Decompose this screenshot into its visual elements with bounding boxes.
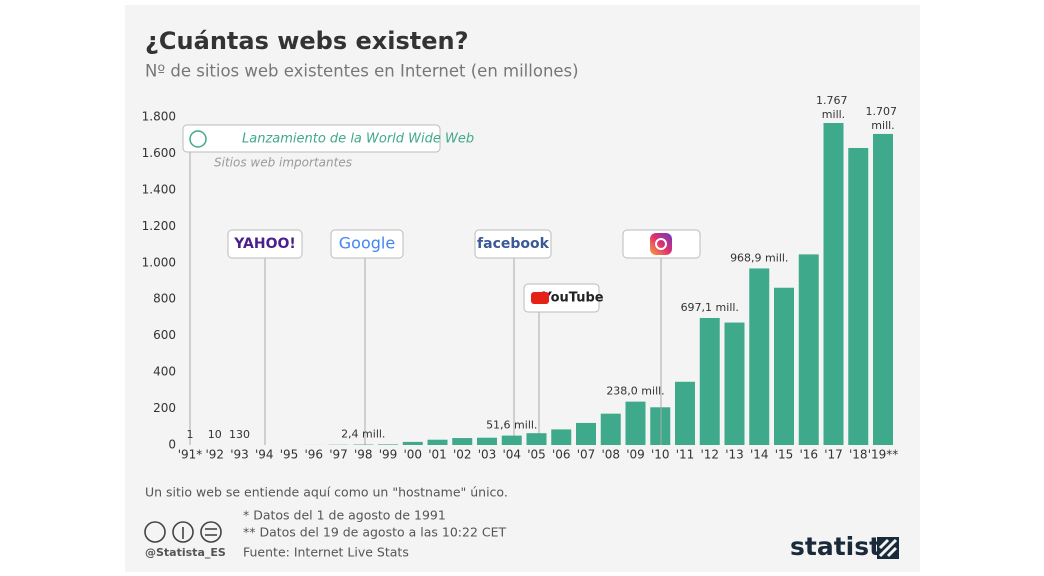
x-tick-label: '91* <box>178 448 203 462</box>
x-tick-label: '10 <box>651 448 670 462</box>
y-tick-label: 600 <box>153 328 176 342</box>
y-tick-label: 1.400 <box>142 182 176 196</box>
bar <box>873 133 893 446</box>
annotations: Lanzamiento de la World Wide Web Sitios w… <box>182 124 604 445</box>
annotation-box <box>523 283 600 313</box>
bar <box>823 123 844 445</box>
x-tick-label: '02 <box>453 448 472 462</box>
value-label: 1.767 mill. <box>816 94 851 121</box>
bar <box>625 401 646 445</box>
annotation-box <box>474 229 552 259</box>
note: * Datos del 1 de agosto de 1991 <box>243 508 446 523</box>
handle: @Statista_ES <box>145 546 226 559</box>
x-tick-label: '05 <box>527 448 546 462</box>
annotation-box <box>227 229 303 259</box>
bar <box>774 287 794 445</box>
footnote: Un sitio web se entiende aquí como un "h… <box>145 485 508 500</box>
bar <box>477 437 497 445</box>
x-tick-label: '08 <box>601 448 620 462</box>
bar <box>501 435 522 445</box>
x-tick-label: '01 <box>428 448 447 462</box>
y-tick-label: 1.800 <box>142 110 176 124</box>
x-tick-label: '03 <box>478 448 497 462</box>
x-tick-label: '19** <box>868 448 899 462</box>
bar <box>650 407 671 445</box>
youtube-icon <box>531 292 549 304</box>
x-tick-label: '11 <box>676 448 695 462</box>
x-tick-label: '16 <box>799 448 818 462</box>
bar <box>402 441 423 445</box>
bar <box>749 268 770 445</box>
annotation-box <box>182 124 441 153</box>
annotation-box <box>330 229 404 259</box>
value-label: 2,4 mill. <box>341 428 385 441</box>
plot: 0 200 400 600 800 1.000 1.200 1.400 1.600 1.800 '9… <box>142 94 901 461</box>
www-icon <box>189 130 207 148</box>
x-tick-label: '96 <box>304 448 323 462</box>
instagram-icon <box>650 233 672 255</box>
bar <box>848 147 869 445</box>
x-tick-label: '17 <box>824 448 843 462</box>
x-tick-label: '18 <box>849 448 868 462</box>
license-icons <box>144 521 222 543</box>
x-tick-label: '13 <box>725 448 744 462</box>
y-tick-label: 800 <box>153 292 176 306</box>
bar <box>427 439 448 445</box>
value-label: 1.707 mill. <box>866 105 901 132</box>
bar <box>600 413 621 445</box>
x-tick-label: '14 <box>750 448 769 462</box>
bar <box>526 433 547 445</box>
y-tick-label: 0 <box>168 438 176 452</box>
bar <box>699 317 720 445</box>
x-tick-label: '97 <box>329 448 348 462</box>
brand-icon <box>878 538 898 558</box>
x-tick-label: '15 <box>775 448 794 462</box>
x-tick-label: '98 <box>354 448 373 462</box>
annotation: YAHOO! <box>233 236 296 252</box>
x-tick-label: '94 <box>255 448 274 462</box>
x-tick-label: '06 <box>552 448 571 462</box>
annotation: facebook <box>477 236 550 252</box>
x-tick-label: '95 <box>280 448 299 462</box>
chart-title: ¿Cuántas webs existen? <box>145 27 469 55</box>
x-tick-label: '12 <box>700 448 719 462</box>
value-label: 697,1 mill. <box>681 301 739 314</box>
bar <box>576 422 596 445</box>
y-tick-label: 1.000 <box>142 255 176 269</box>
note: ** Datos del 19 de agosto a las 10:22 CE… <box>243 525 506 540</box>
x-tick-label: '07 <box>577 448 596 462</box>
bar <box>551 429 572 445</box>
value-label: 1 <box>187 428 194 441</box>
bar <box>378 444 398 445</box>
x-tick-label: '92 <box>205 448 224 462</box>
bar <box>675 381 695 445</box>
x-tick-label: '04 <box>502 448 521 462</box>
annotation: YouTube <box>541 291 603 306</box>
annotation: Lanzamiento de la World Wide Web <box>242 132 474 147</box>
chart-subtitle: Nº de sitios web existentes en Internet … <box>145 62 579 81</box>
y-tick-label: 200 <box>153 401 176 415</box>
bar <box>452 438 473 445</box>
annotation: Sitios web importantes <box>214 156 352 170</box>
instagram-icon <box>655 238 667 250</box>
value-label: 238,0 mill. <box>606 385 664 398</box>
source: Fuente: Internet Live Stats <box>243 545 409 560</box>
x-tick-label: '09 <box>626 448 645 462</box>
value-label: 130 <box>229 428 250 441</box>
y-tick-label: 1.600 <box>142 146 176 160</box>
value-label: 10 <box>208 428 222 441</box>
x-tick-label: '00 <box>403 448 422 462</box>
x-tick-label: '93 <box>230 448 249 462</box>
value-label: 51,6 mill. <box>486 419 537 432</box>
x-tick-label: '99 <box>379 448 398 462</box>
bar <box>724 322 745 445</box>
value-label: 968,9 mill. <box>730 251 788 264</box>
bar <box>798 254 819 445</box>
y-tick-label: 400 <box>153 365 176 379</box>
annotation: Google <box>339 234 395 253</box>
y-tick-label: 1.200 <box>142 219 176 233</box>
